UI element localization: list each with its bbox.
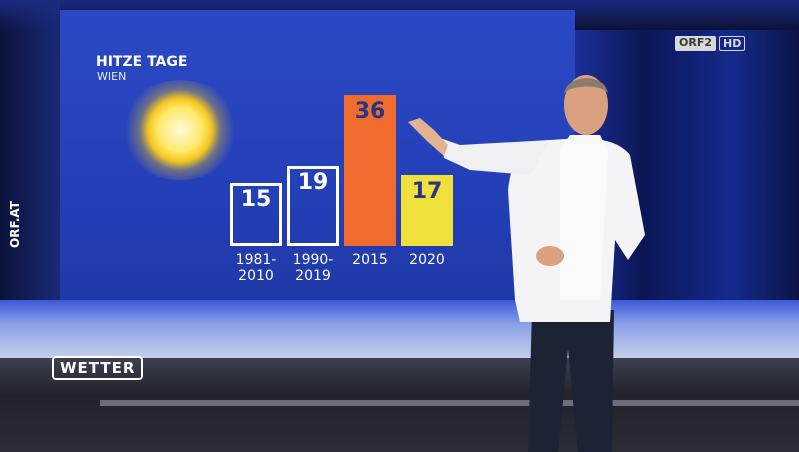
x-tick-label: 1981-2010 (235, 252, 277, 284)
bar (401, 174, 453, 246)
x-tick-label: 2020 (409, 252, 445, 268)
studio-desk-glow (0, 300, 799, 360)
bar (230, 183, 282, 246)
chart-subtitle: WIEN (97, 70, 127, 83)
show-logo: WETTER (52, 356, 144, 380)
value-label: 36 (354, 98, 386, 124)
channel-quality: HD (719, 36, 746, 51)
x-tick-label: 2015 (352, 252, 388, 268)
studio-wall-left (0, 0, 60, 320)
bar (344, 94, 396, 246)
chart-title: HITZE TAGE (96, 54, 188, 70)
bar (287, 166, 339, 246)
floor-stripe (100, 400, 799, 406)
presenter (408, 75, 645, 452)
side-label: ORF.AT (8, 201, 22, 248)
channel-name: ORF2 (675, 36, 716, 51)
channel-logo: ORF2 HD (675, 36, 746, 51)
value-label: 19 (297, 170, 329, 196)
value-label: 15 (240, 187, 272, 212)
value-label: 17 (411, 178, 443, 204)
x-tick-label: 1990-2019 (292, 252, 334, 284)
sun-icon (120, 80, 240, 180)
